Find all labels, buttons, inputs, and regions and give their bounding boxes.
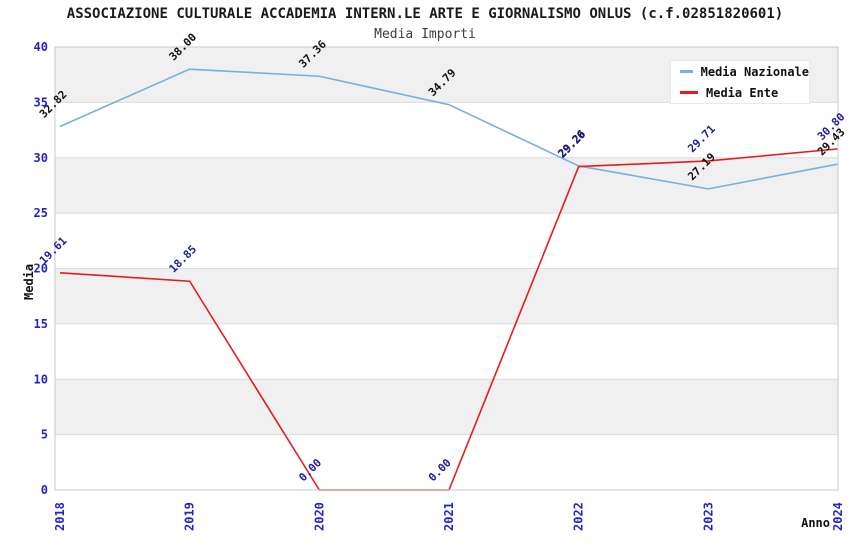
series-line-media-nazionale bbox=[59, 68, 839, 190]
legend-item-media-nazionale: Media Nazionale bbox=[680, 65, 809, 79]
y-tick-label: 15 bbox=[34, 317, 48, 331]
y-tick-label: 40 bbox=[34, 40, 48, 54]
x-tick-label: 2019 bbox=[183, 502, 197, 531]
y-tick-label: 25 bbox=[34, 206, 48, 220]
y-tick-label: 5 bbox=[41, 428, 48, 442]
x-tick-label: 2024 bbox=[831, 502, 845, 531]
grid-band bbox=[55, 268, 838, 324]
point-label: 29.20 bbox=[556, 128, 589, 161]
media-nazionale-line-swatch bbox=[680, 70, 693, 73]
y-tick-label: 35 bbox=[34, 95, 48, 109]
x-tick-label: 2021 bbox=[442, 502, 456, 531]
x-tick-label: 2023 bbox=[701, 502, 715, 531]
plot-border bbox=[54, 46, 839, 491]
y-tick-label: 0 bbox=[41, 483, 48, 497]
chart-title: ASSOCIAZIONE CULTURALE ACCADEMIA INTERN.… bbox=[66, 6, 784, 22]
chart-subtitle: Media Importi bbox=[374, 27, 476, 42]
x-axis-title: Anno bbox=[801, 516, 830, 530]
x-tick-label: 2022 bbox=[572, 502, 586, 531]
point-label: 29.71 bbox=[685, 122, 718, 155]
legend-label: Media Ente bbox=[706, 85, 779, 100]
chart-legend: Media Nazionale Media Ente bbox=[670, 60, 810, 104]
legend-label: Media Nazionale bbox=[700, 64, 809, 79]
grid-band bbox=[55, 379, 838, 435]
media-ente-line-swatch bbox=[680, 91, 698, 94]
y-axis-title: Media bbox=[22, 264, 36, 300]
y-tick-label: 10 bbox=[34, 372, 48, 386]
point-label: 0.00 bbox=[426, 456, 454, 484]
x-tick-label: 2018 bbox=[53, 502, 67, 531]
x-tick-label: 2020 bbox=[312, 502, 326, 531]
y-tick-label: 30 bbox=[34, 151, 48, 165]
y-tick-label: 20 bbox=[34, 262, 48, 276]
grid-band bbox=[55, 157, 838, 214]
legend-item-media-ente: Media Ente bbox=[680, 86, 809, 100]
